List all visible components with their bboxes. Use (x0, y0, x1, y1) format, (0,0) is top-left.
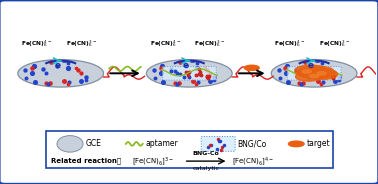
Text: $\mathbf{e^-}$: $\mathbf{e^-}$ (182, 60, 196, 71)
Text: $\mathbf{e^-}$: $\mathbf{e^-}$ (54, 60, 68, 71)
Ellipse shape (271, 60, 357, 87)
Text: target: target (307, 139, 330, 148)
FancyBboxPatch shape (201, 137, 235, 151)
Text: BNG-Co: BNG-Co (193, 151, 220, 156)
Text: Fe(CN)$_6^{4-}$: Fe(CN)$_6^{4-}$ (21, 39, 52, 49)
Ellipse shape (18, 60, 104, 87)
Ellipse shape (57, 136, 83, 152)
Ellipse shape (288, 141, 304, 147)
Text: Fe(CN)$_6^{4-}$: Fe(CN)$_6^{4-}$ (150, 39, 181, 49)
Text: $\rm [Fe(CN)_6]^{4-}$: $\rm [Fe(CN)_6]^{4-}$ (232, 155, 274, 167)
Text: $\mathbf{e^-}$: $\mathbf{e^-}$ (307, 60, 321, 71)
Ellipse shape (244, 65, 259, 70)
Text: catalytic: catalytic (192, 166, 220, 171)
Ellipse shape (296, 72, 322, 81)
Text: Fe(CN)$_6^{3-}$: Fe(CN)$_6^{3-}$ (194, 39, 225, 49)
FancyBboxPatch shape (163, 67, 216, 80)
Ellipse shape (146, 60, 232, 87)
Text: Fe(CN)$_6^{3-}$: Fe(CN)$_6^{3-}$ (66, 39, 97, 49)
FancyBboxPatch shape (46, 131, 333, 168)
Text: Fe(CN)$_6^{4-}$: Fe(CN)$_6^{4-}$ (274, 39, 305, 49)
Ellipse shape (309, 69, 338, 79)
Text: Fe(CN)$_6^{3-}$: Fe(CN)$_6^{3-}$ (319, 39, 350, 49)
Text: aptamer: aptamer (145, 139, 178, 148)
Text: GCE: GCE (86, 139, 102, 148)
Ellipse shape (310, 74, 319, 78)
Ellipse shape (297, 66, 335, 79)
Ellipse shape (295, 65, 326, 76)
Ellipse shape (317, 72, 326, 75)
Text: $\rm [Fe(CN)_6]^{3-}$: $\rm [Fe(CN)_6]^{3-}$ (132, 155, 174, 167)
Text: Related reaction：: Related reaction： (51, 158, 121, 164)
FancyBboxPatch shape (287, 67, 341, 80)
Text: BNG/Co: BNG/Co (238, 139, 267, 148)
Ellipse shape (302, 70, 311, 73)
